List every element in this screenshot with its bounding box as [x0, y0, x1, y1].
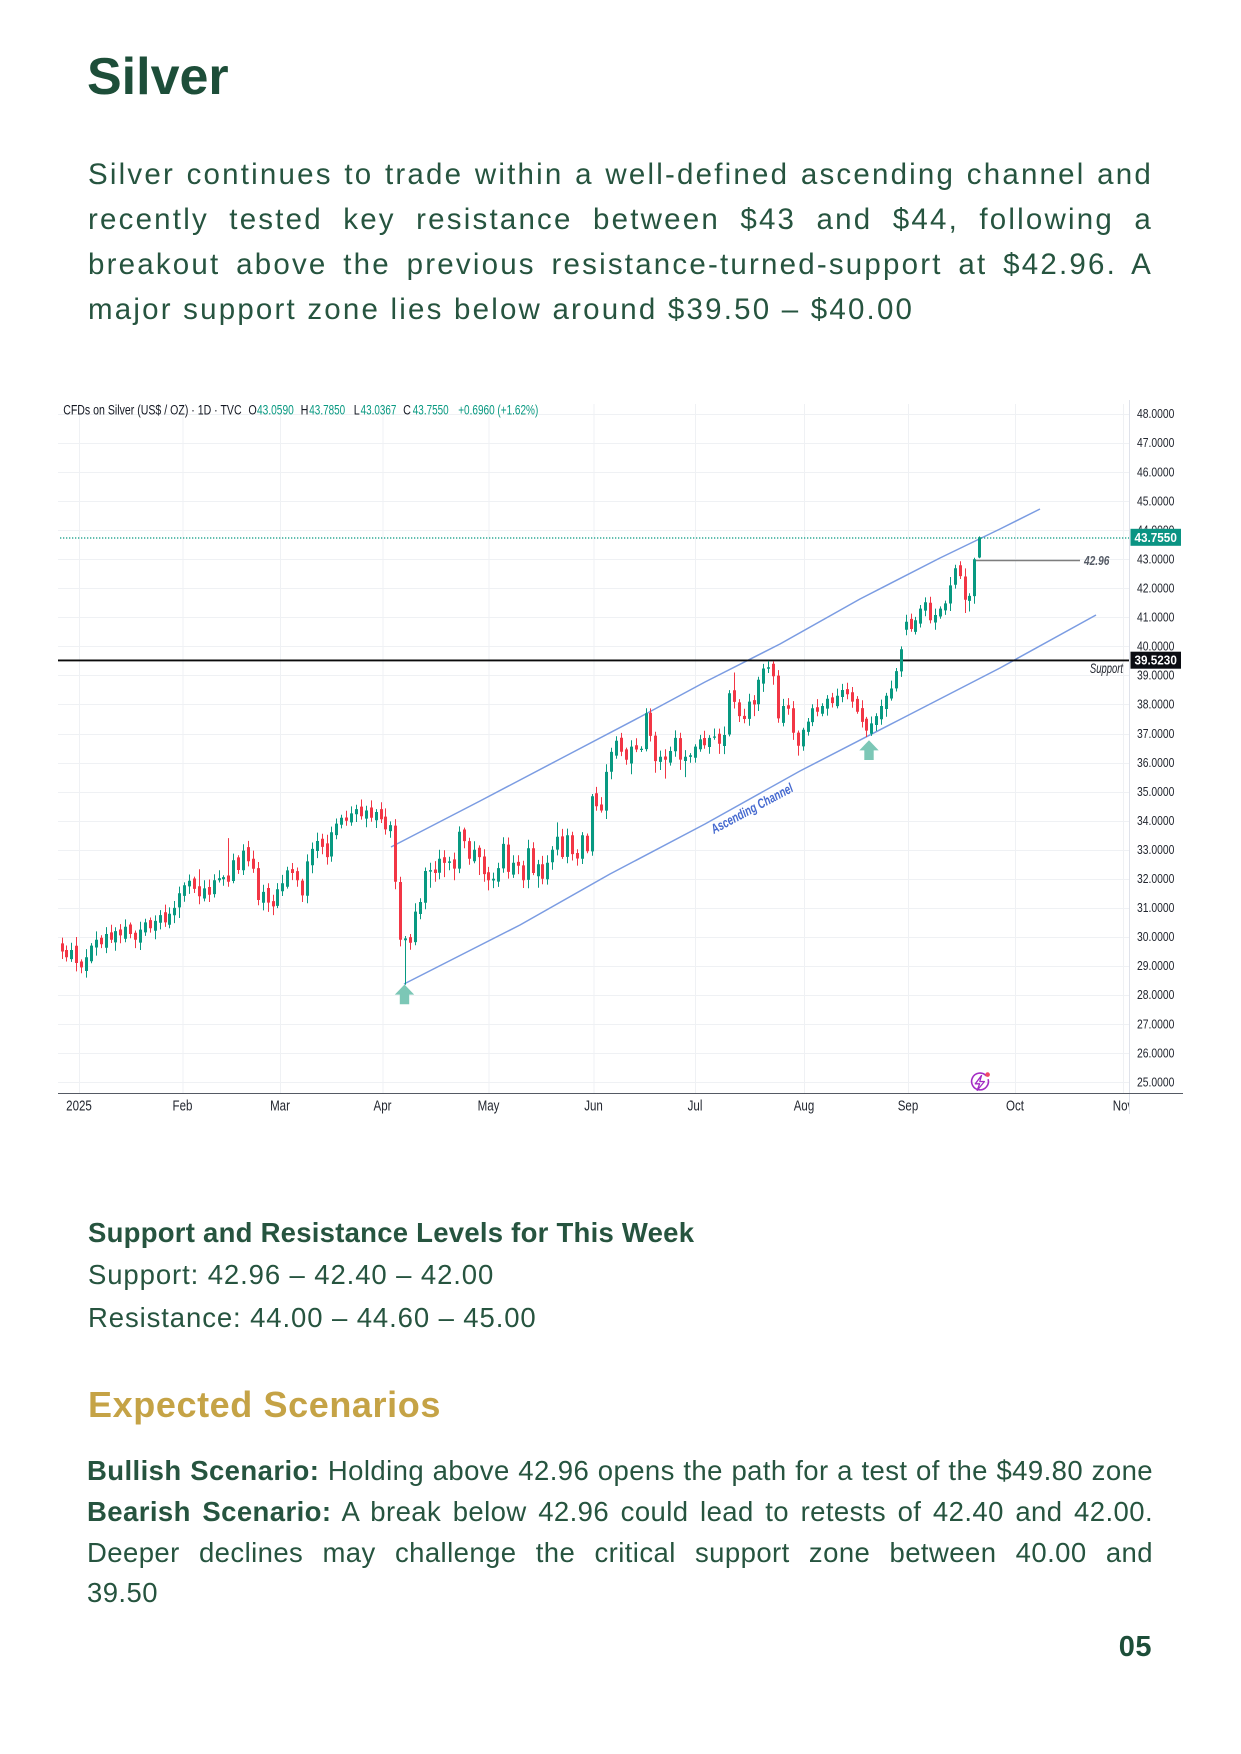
svg-text:36.0000: 36.0000 [1137, 757, 1174, 770]
svg-text:H: H [301, 402, 309, 418]
svg-text:33.0000: 33.0000 [1137, 844, 1174, 857]
svg-text:47.0000: 47.0000 [1137, 437, 1174, 450]
svg-text:31.0000: 31.0000 [1137, 902, 1174, 915]
svg-text:41.0000: 41.0000 [1137, 612, 1174, 625]
svg-text:30.0000: 30.0000 [1137, 931, 1174, 944]
svg-text:46.0000: 46.0000 [1137, 466, 1174, 479]
svg-text:45.0000: 45.0000 [1137, 495, 1174, 508]
svg-text:38.0000: 38.0000 [1137, 699, 1174, 712]
svg-text:43.7550: 43.7550 [413, 402, 449, 418]
svg-text:48.0000: 48.0000 [1137, 408, 1174, 421]
svg-text:C: C [403, 402, 411, 418]
svg-text:42.0000: 42.0000 [1137, 582, 1174, 595]
svg-text:+0.6960 (+1.62%): +0.6960 (+1.62%) [458, 402, 538, 418]
svg-text:Jul: Jul [688, 1097, 703, 1114]
svg-text:2025: 2025 [66, 1097, 92, 1114]
svg-text:34.0000: 34.0000 [1137, 815, 1174, 828]
svg-text:35.0000: 35.0000 [1137, 786, 1174, 799]
svg-text:40.0000: 40.0000 [1137, 641, 1174, 654]
svg-text:May: May [478, 1097, 500, 1114]
svg-text:Ascending Channel: Ascending Channel [708, 780, 796, 837]
svg-text:Apr: Apr [374, 1097, 392, 1114]
svg-text:32.0000: 32.0000 [1137, 873, 1174, 886]
svg-text:43.0367: 43.0367 [361, 402, 397, 418]
svg-text:CFDs on Silver (US$ / OZ) · 1D: CFDs on Silver (US$ / OZ) · 1D · TVC [63, 402, 241, 418]
svg-text:29.0000: 29.0000 [1137, 960, 1174, 973]
svg-text:Aug: Aug [794, 1097, 815, 1114]
svg-text:39.5230: 39.5230 [1135, 653, 1177, 668]
svg-text:28.0000: 28.0000 [1137, 989, 1174, 1002]
svg-text:Oct: Oct [1006, 1097, 1024, 1114]
svg-text:Support: Support [1090, 661, 1124, 677]
svg-text:Nov: Nov [1113, 1097, 1134, 1114]
svg-text:37.0000: 37.0000 [1137, 728, 1174, 741]
svg-text:39.0000: 39.0000 [1137, 670, 1174, 683]
svg-text:43.0590: 43.0590 [257, 402, 294, 418]
svg-text:Sep: Sep [898, 1097, 919, 1114]
svg-text:L: L [354, 402, 360, 418]
svg-text:43.0000: 43.0000 [1137, 553, 1174, 566]
svg-text:Feb: Feb [173, 1097, 193, 1114]
svg-text:Jun: Jun [584, 1097, 603, 1114]
svg-text:27.0000: 27.0000 [1137, 1018, 1174, 1031]
svg-text:25.0000: 25.0000 [1137, 1076, 1174, 1089]
svg-text:42.96: 42.96 [1083, 555, 1110, 568]
svg-text:Mar: Mar [270, 1097, 290, 1114]
svg-text:O: O [248, 402, 257, 418]
svg-text:43.7550: 43.7550 [1135, 531, 1177, 546]
svg-text:26.0000: 26.0000 [1137, 1047, 1174, 1060]
svg-text:43.7850: 43.7850 [309, 402, 345, 418]
